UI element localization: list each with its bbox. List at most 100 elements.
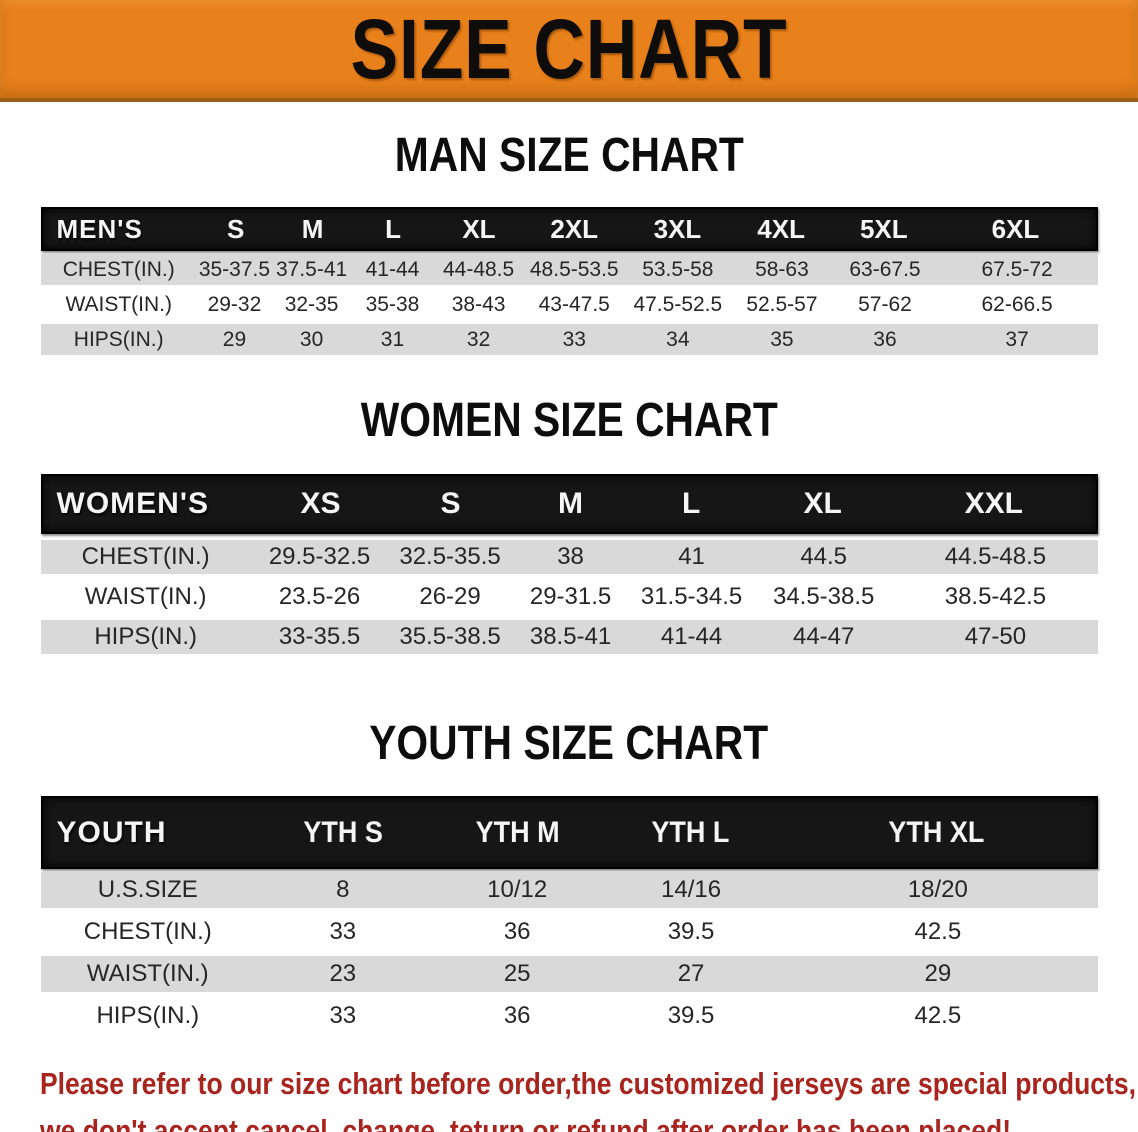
- cell-value: 38: [557, 543, 584, 570]
- men-size-table: MEN'S S M L XL 2XL 3XL 4XL 5XL 6XL CHEST…: [40, 207, 1098, 355]
- men-waist-row: WAIST(IN.) 29-32 32-35 35-38 38-43 43-47…: [41, 289, 1098, 320]
- row-label: CHEST(IN.): [62, 257, 175, 281]
- women-size-column-l: L: [681, 487, 701, 520]
- cell-value: 36: [503, 918, 531, 945]
- row-label: CHEST(IN.): [81, 543, 210, 570]
- youth-size-column-yth-s: YTH S: [303, 815, 384, 849]
- cell-value: 25: [503, 960, 531, 987]
- cell-value: 63-67.5: [849, 257, 921, 281]
- cell-value: 47.5-52.5: [633, 292, 723, 316]
- youth-size-column-yth-m: YTH M: [475, 815, 560, 849]
- cell-value: 29-31.5: [529, 583, 612, 610]
- cell-value: 35-37.5: [198, 257, 271, 281]
- men-size-column-xl: XL: [462, 213, 496, 244]
- cell-value: 31.5-34.5: [640, 583, 743, 610]
- cell-value: 34: [666, 327, 690, 351]
- men-size-column-6xl: 6XL: [991, 213, 1040, 244]
- cell-value: 36: [873, 327, 897, 351]
- cell-value: 47-50: [964, 623, 1027, 650]
- cell-value: 62-66.5: [981, 292, 1053, 316]
- cell-value: 37: [1005, 327, 1029, 351]
- row-label: CHEST(IN.): [83, 918, 212, 945]
- youth-header-row: YOUTH YTH S YTH M YTH L YTH XL: [40, 796, 1098, 869]
- women-size-column-xs: XS: [300, 487, 341, 520]
- disclaimer-text: Please refer to our size chart before or…: [40, 1060, 1138, 1132]
- men-header-label: MEN'S: [56, 213, 143, 244]
- women-section-title-text: WOMEN SIZE CHART: [360, 394, 778, 447]
- youth-hips-row: HIPS(IN.) 33 36 39.5 42.5: [41, 998, 1098, 1034]
- cell-value: 48.5-53.5: [529, 257, 619, 281]
- row-label: WAIST(IN.): [86, 960, 209, 987]
- women-size-column-s: S: [440, 487, 461, 520]
- banner-title: SIZE CHART: [350, 1, 788, 96]
- cell-value: 44-48.5: [442, 257, 515, 281]
- men-section-title-text: MAN SIZE CHART: [394, 129, 744, 182]
- cell-value: 14/16: [661, 876, 722, 903]
- cell-value: 33: [329, 1002, 357, 1029]
- cell-value: 42.5: [914, 1002, 962, 1029]
- men-size-column-l: L: [385, 213, 402, 244]
- disclaimer-line-1: Please refer to our size chart before or…: [40, 1066, 1136, 1101]
- cell-value: 32-35: [284, 292, 339, 316]
- men-size-column-3xl: 3XL: [653, 213, 702, 244]
- cell-value: 29: [222, 327, 247, 351]
- youth-chest-row: CHEST(IN.) 33 36 39.5 42.5: [41, 914, 1098, 950]
- row-label: HIPS(IN.): [94, 623, 197, 650]
- women-waist-row: WAIST(IN.) 23.5-26 26-29 29-31.5 31.5-34…: [41, 580, 1098, 614]
- row-label: U.S.SIZE: [97, 876, 198, 903]
- women-size-column-xxl: XXL: [964, 487, 1023, 520]
- cell-value: 8: [336, 876, 350, 903]
- cell-value: 26-29: [419, 583, 481, 610]
- youth-size-column-yth-xl: YTH XL: [888, 815, 985, 849]
- cell-value: 30: [299, 327, 324, 351]
- cell-value: 23: [329, 960, 357, 987]
- men-size-column-m: M: [301, 213, 324, 244]
- cell-value: 44-47: [792, 623, 855, 650]
- men-header-row: MEN'S S M L XL 2XL 3XL 4XL 5XL 6XL: [40, 207, 1098, 251]
- row-label: WAIST(IN.): [65, 292, 172, 316]
- women-hips-row: HIPS(IN.) 33-35.5 35.5-38.5 38.5-41 41-4…: [40, 620, 1098, 654]
- cell-value: 42.5: [914, 918, 962, 945]
- cell-value: 29.5-32.5: [268, 543, 371, 570]
- cell-value: 39.5: [667, 1002, 715, 1029]
- cell-value: 18/20: [907, 876, 968, 903]
- men-section-title: MAN SIZE CHART: [0, 128, 1138, 183]
- men-chest-row: CHEST(IN.) 35-37.5 37.5-41 41-44 44-48.5…: [40, 254, 1098, 285]
- size-chart-banner: SIZE CHART: [0, 0, 1138, 102]
- cell-value: 29: [924, 960, 952, 987]
- cell-value: 52.5-57: [746, 292, 818, 316]
- youth-header-label: YOUTH: [56, 815, 167, 849]
- cell-value: 35: [770, 327, 794, 351]
- women-header-row: WOMEN'S XS S M L XL XXL: [40, 474, 1098, 534]
- cell-value: 33: [562, 327, 586, 351]
- cell-value: 41: [678, 543, 705, 570]
- cell-value: 39.5: [667, 918, 715, 945]
- youth-section-title-text: YOUTH SIZE CHART: [369, 717, 769, 770]
- cell-value: 10/12: [487, 876, 548, 903]
- men-size-column-5xl: 5XL: [859, 213, 908, 244]
- men-size-column-4xl: 4XL: [757, 213, 805, 244]
- youth-size-table: YOUTH YTH S YTH M YTH L YTH XL U.S.SIZE …: [40, 796, 1098, 1034]
- women-size-column-xl: XL: [803, 487, 842, 520]
- cell-value: 33-35.5: [278, 623, 361, 650]
- cell-value: 36: [503, 1002, 531, 1029]
- cell-value: 37.5-41: [275, 257, 348, 281]
- cell-value: 41-44: [660, 623, 723, 650]
- cell-value: 35-38: [365, 292, 420, 316]
- cell-value: 53.5-58: [642, 257, 714, 281]
- cell-value: 57-62: [858, 292, 912, 316]
- cell-value: 34.5-38.5: [772, 583, 875, 610]
- cell-value: 44.5-48.5: [944, 543, 1047, 570]
- cell-value: 31: [380, 327, 405, 351]
- youth-ussize-row: U.S.SIZE 8 10/12 14/16 18/20: [40, 872, 1098, 908]
- disclaimer-line-2: we don't accept cancel, change, teturn o…: [40, 1113, 1012, 1132]
- cell-value: 23.5-26: [278, 583, 361, 610]
- cell-value: 27: [677, 960, 705, 987]
- youth-section-title: YOUTH SIZE CHART: [0, 716, 1138, 771]
- cell-value: 38.5-42.5: [944, 583, 1047, 610]
- cell-value: 29-32: [207, 292, 262, 316]
- row-label: WAIST(IN.): [84, 583, 207, 610]
- women-chest-row: CHEST(IN.) 29.5-32.5 32.5-35.5 38 41 44.…: [40, 540, 1098, 574]
- men-hips-row: HIPS(IN.) 29 30 31 32 33 34 35 36 37: [40, 324, 1098, 355]
- cell-value: 58-63: [755, 257, 809, 281]
